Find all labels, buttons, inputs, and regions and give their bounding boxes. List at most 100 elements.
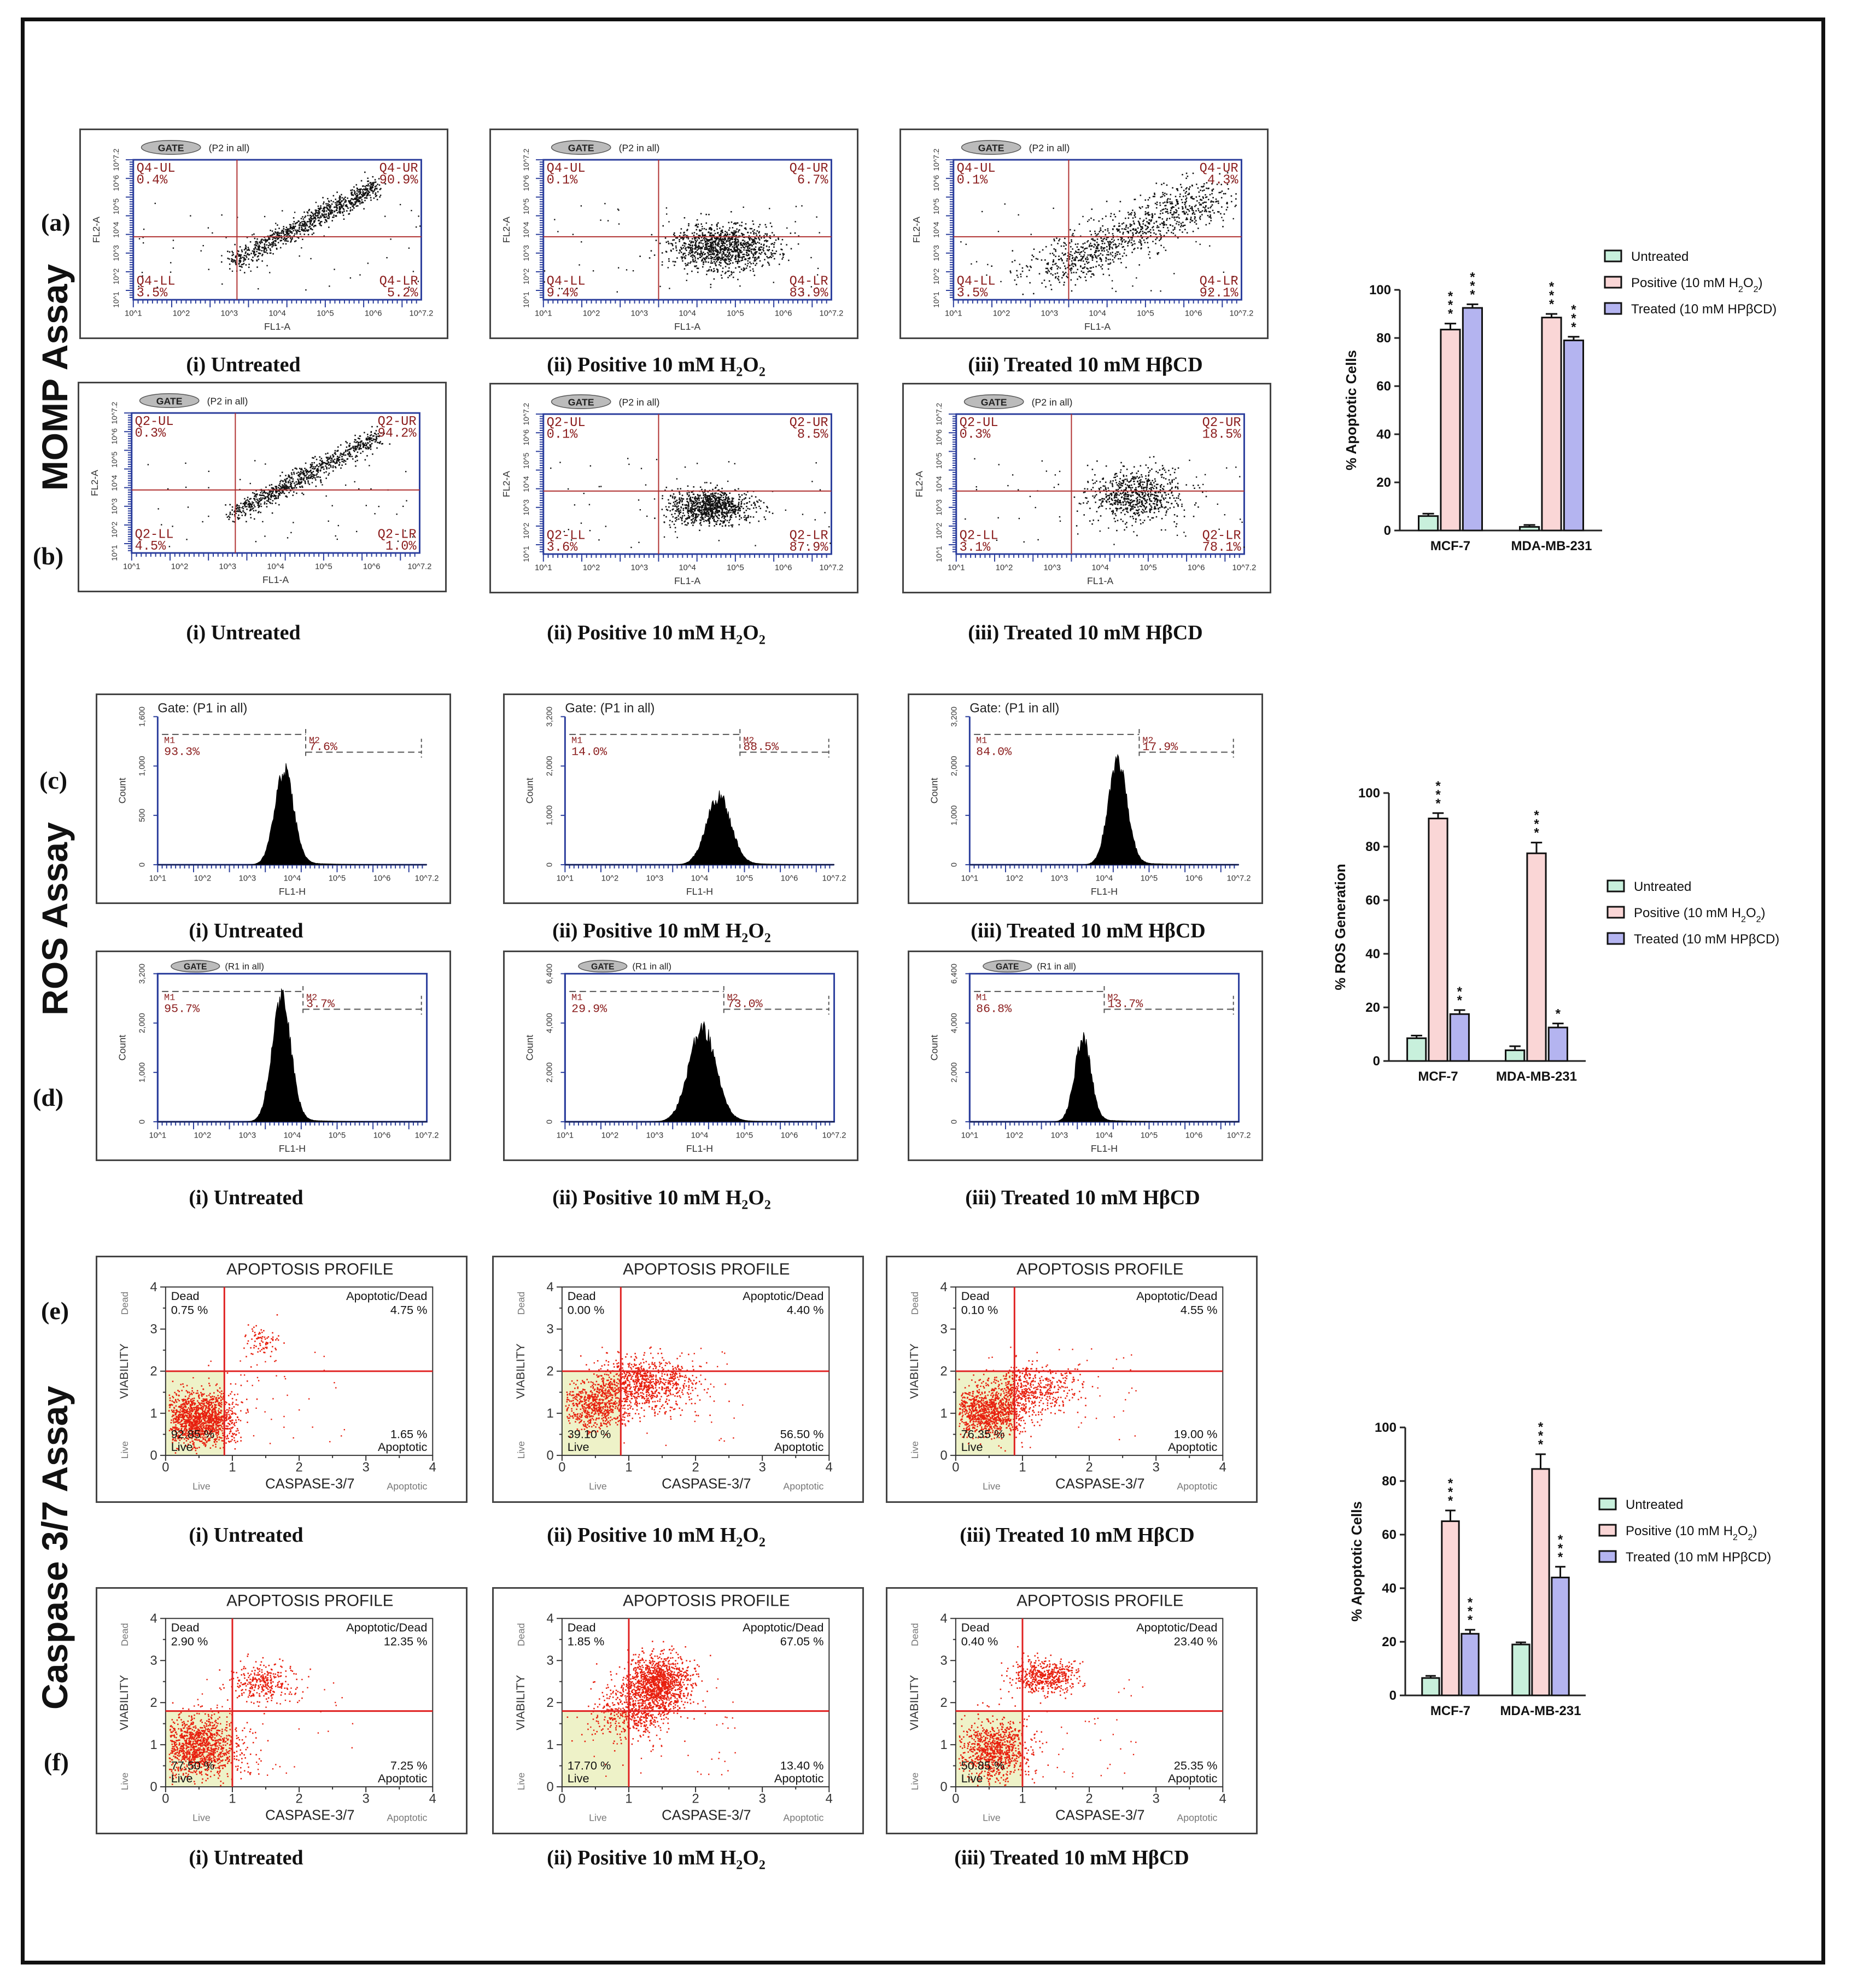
event-dot bbox=[1108, 244, 1110, 247]
event-dot bbox=[330, 213, 332, 215]
event-dot bbox=[729, 234, 731, 236]
event-dot bbox=[722, 250, 724, 253]
event-dot bbox=[238, 508, 239, 510]
event-dot bbox=[365, 188, 367, 190]
event-dot bbox=[1094, 243, 1095, 245]
event-dot bbox=[715, 240, 717, 242]
event-dot bbox=[706, 270, 708, 272]
event-dot bbox=[1141, 226, 1143, 228]
event-dot bbox=[727, 259, 729, 260]
event-dot bbox=[1114, 243, 1116, 245]
event-dot bbox=[1235, 198, 1237, 200]
event-dot bbox=[291, 481, 293, 483]
event-dot bbox=[1169, 201, 1171, 203]
event-dot bbox=[256, 259, 258, 261]
event-dot bbox=[747, 249, 749, 250]
event-dot bbox=[300, 479, 302, 481]
event-dot bbox=[266, 239, 268, 241]
event-dot bbox=[708, 248, 710, 250]
event-dot bbox=[1078, 260, 1079, 261]
event-dot bbox=[1124, 249, 1126, 250]
event-dot bbox=[294, 485, 296, 487]
event-dot bbox=[723, 499, 725, 501]
event-dot bbox=[1181, 186, 1183, 188]
event-dot bbox=[741, 258, 743, 259]
event-dot bbox=[724, 248, 726, 250]
event-dot bbox=[729, 246, 731, 247]
event-dot bbox=[1204, 207, 1206, 209]
event-dot bbox=[278, 504, 280, 506]
event-dot bbox=[246, 508, 248, 510]
event-dot bbox=[1086, 247, 1088, 249]
event-dot bbox=[694, 516, 697, 518]
event-dot bbox=[723, 242, 725, 244]
event-dot bbox=[694, 502, 697, 503]
event-dot bbox=[274, 490, 277, 492]
event-dot bbox=[744, 247, 746, 249]
event-dot bbox=[238, 514, 239, 516]
event-dot bbox=[262, 253, 264, 255]
event-dot bbox=[314, 213, 316, 215]
event-dot bbox=[712, 271, 715, 272]
y-tick-label: 10^6 bbox=[112, 175, 120, 191]
event-dot bbox=[710, 244, 712, 247]
event-dot bbox=[239, 511, 241, 512]
event-dot bbox=[323, 235, 325, 237]
event-dot bbox=[1164, 195, 1166, 197]
event-dot bbox=[285, 240, 288, 242]
event-dot bbox=[1121, 255, 1124, 257]
event-dot bbox=[1105, 258, 1107, 260]
event-dot bbox=[737, 252, 739, 253]
event-dot bbox=[1170, 224, 1172, 226]
event-dot bbox=[355, 439, 357, 441]
event-dot bbox=[1029, 269, 1030, 271]
event-dot bbox=[301, 229, 302, 230]
x-tick-label: 10^7.2 bbox=[820, 310, 844, 318]
event-dot bbox=[275, 240, 277, 242]
event-dot bbox=[752, 239, 755, 241]
event-dot bbox=[626, 269, 628, 271]
event-dot bbox=[721, 516, 723, 518]
event-dot bbox=[714, 512, 716, 514]
event-dot bbox=[282, 243, 284, 245]
event-dot bbox=[1210, 220, 1212, 221]
event-dot bbox=[302, 473, 304, 475]
event-dot bbox=[696, 504, 697, 506]
event-dot bbox=[726, 255, 728, 258]
event-dot bbox=[668, 260, 670, 262]
event-dot bbox=[1045, 246, 1047, 248]
event-dot bbox=[1099, 257, 1101, 259]
event-dot bbox=[683, 242, 685, 244]
event-dot bbox=[676, 257, 678, 259]
event-dot bbox=[256, 266, 258, 268]
event-dot bbox=[750, 250, 752, 253]
event-dot bbox=[1155, 182, 1158, 184]
event-dot bbox=[725, 519, 726, 521]
event-dot bbox=[1090, 217, 1092, 219]
event-dot bbox=[1138, 206, 1141, 208]
event-dot bbox=[376, 195, 378, 196]
event-dot bbox=[271, 512, 273, 514]
event-dot bbox=[375, 192, 377, 194]
event-dot bbox=[313, 462, 316, 464]
event-dot bbox=[364, 193, 366, 194]
event-dot bbox=[662, 261, 663, 263]
event-dot bbox=[1207, 214, 1209, 217]
event-dot bbox=[417, 281, 419, 282]
event-dot bbox=[332, 459, 334, 461]
event-dot bbox=[1182, 195, 1184, 197]
event-dot bbox=[1059, 281, 1061, 283]
event-dot bbox=[243, 254, 246, 256]
event-dot bbox=[289, 230, 291, 232]
event-dot bbox=[711, 500, 712, 503]
event-dot bbox=[309, 222, 311, 224]
event-dot bbox=[340, 452, 342, 454]
event-dot bbox=[1160, 236, 1162, 238]
event-dot bbox=[1069, 264, 1071, 266]
event-dot bbox=[720, 505, 722, 508]
event-dot bbox=[728, 249, 730, 250]
event-dot bbox=[1123, 246, 1124, 248]
event-dot bbox=[1021, 270, 1024, 272]
event-dot bbox=[1176, 203, 1178, 205]
event-dot bbox=[255, 496, 257, 498]
